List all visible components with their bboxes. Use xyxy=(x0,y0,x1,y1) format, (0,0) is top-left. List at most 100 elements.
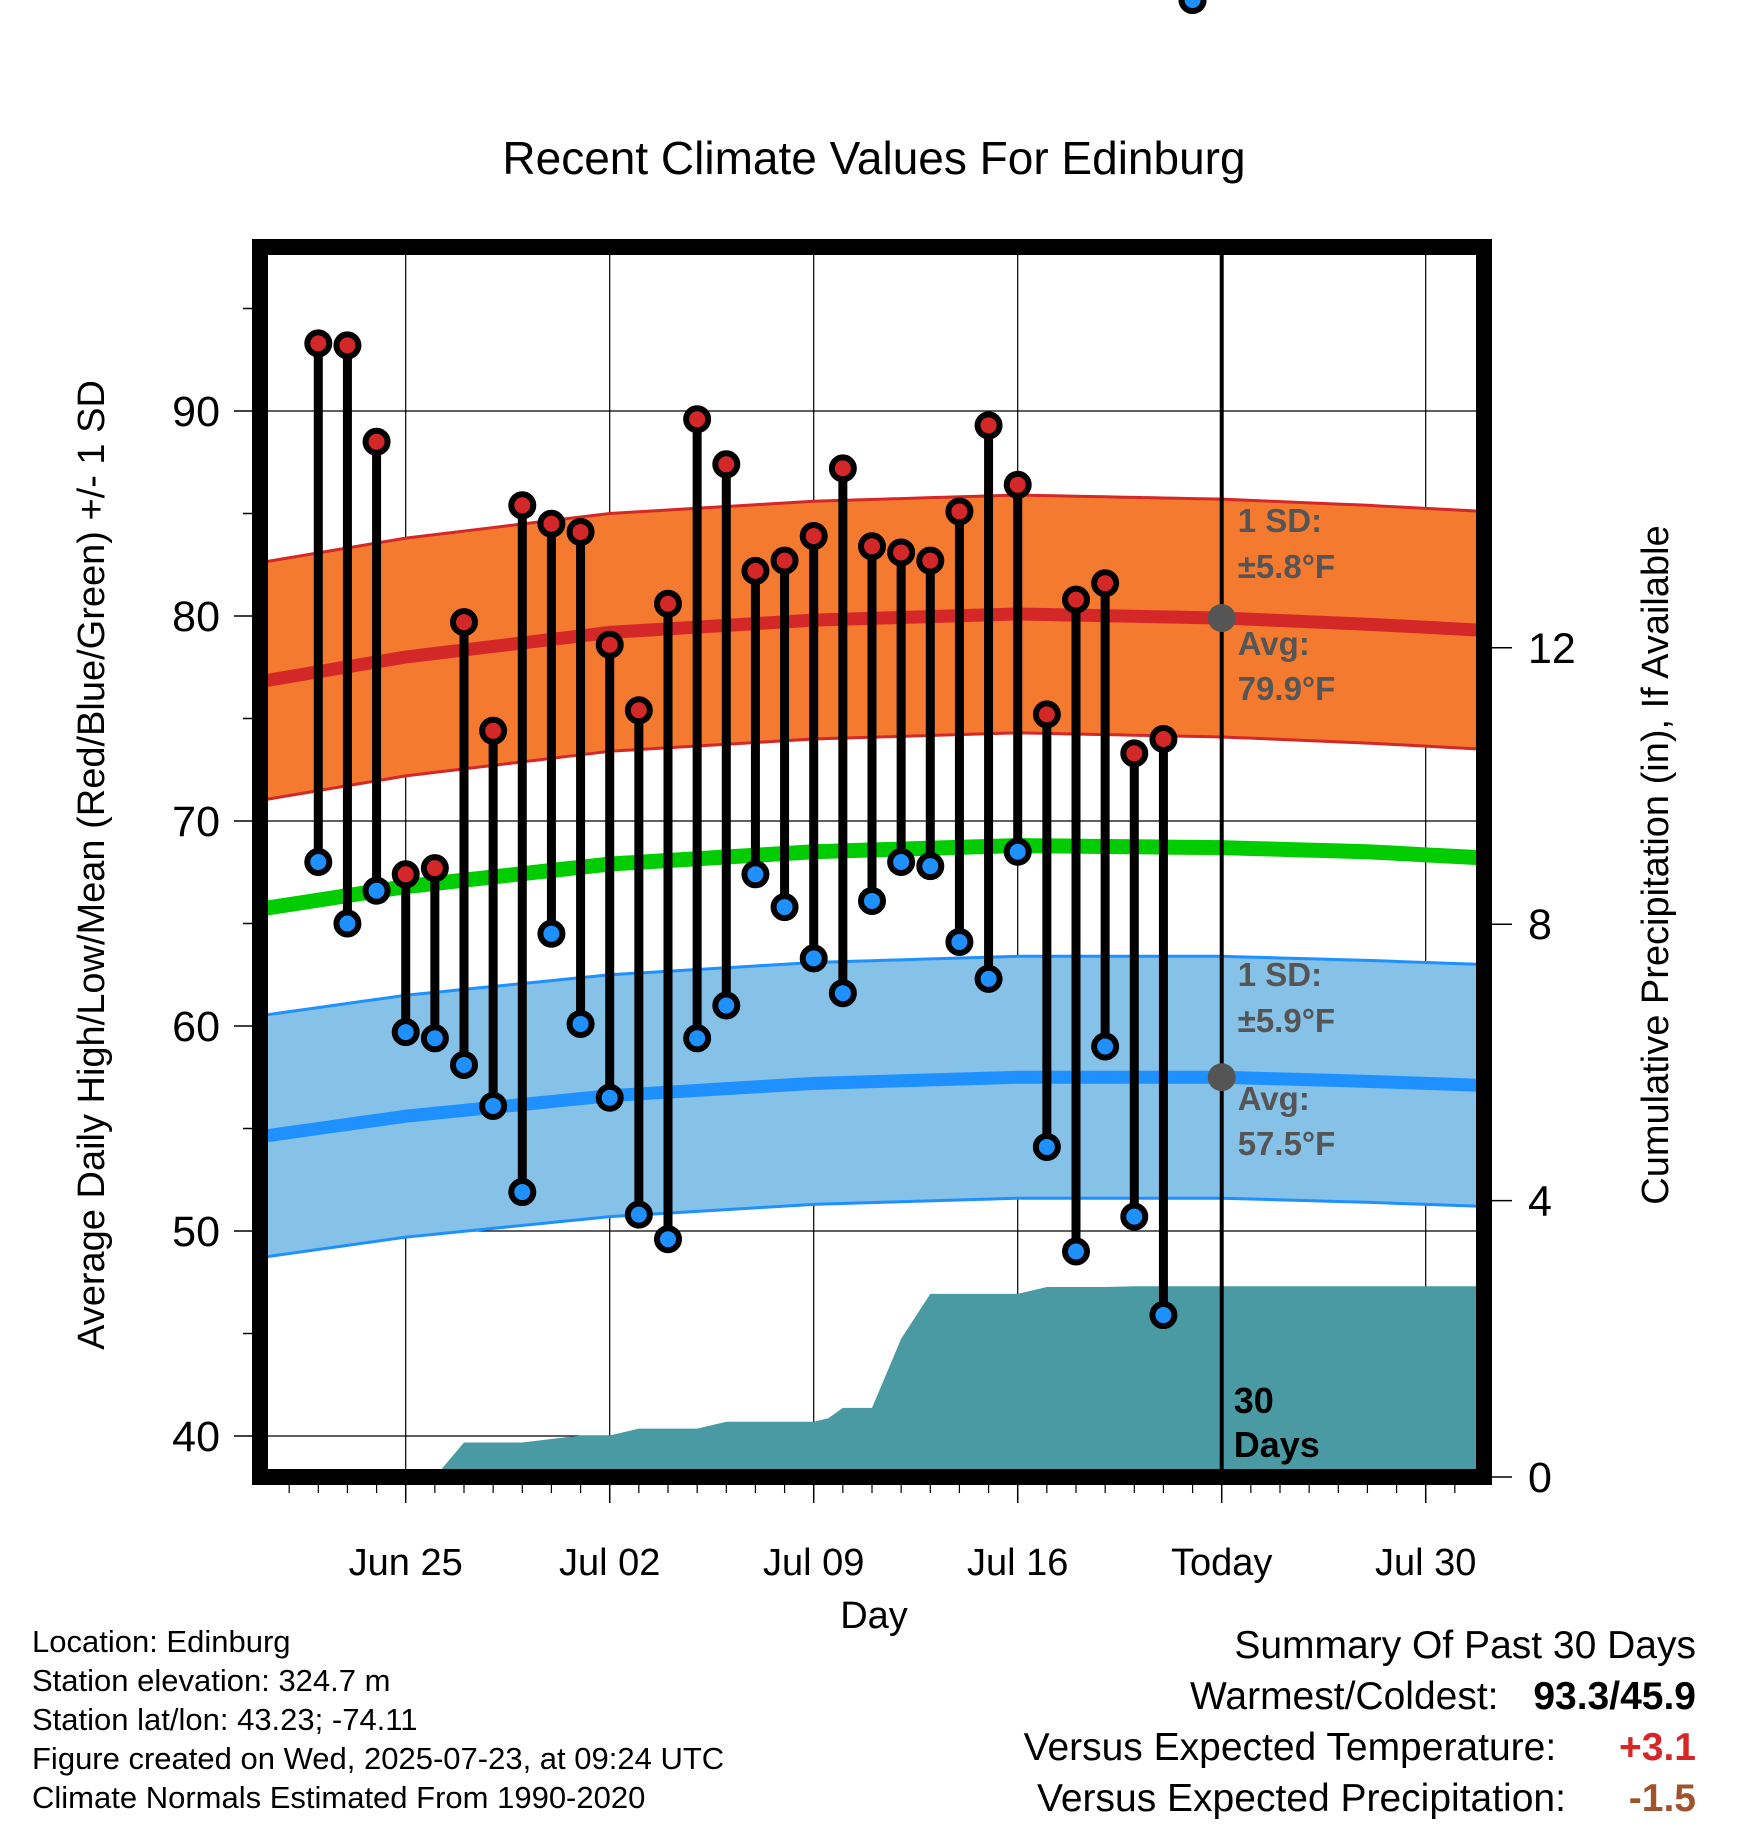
daily-high-point xyxy=(945,497,974,526)
daily-high-point xyxy=(1032,700,1061,729)
today-high-avg-marker xyxy=(1207,604,1236,633)
daily-high-point xyxy=(858,532,886,561)
plot-area: 1 SD: ±5.8°F Avg: 79.9°F 1 SD: ±5.9°F Avg: 57.5… xyxy=(172,0,1576,1584)
high-avg-value: 79.9°F xyxy=(1238,670,1336,707)
daily-high-point xyxy=(362,427,391,456)
daily-low-point xyxy=(916,852,945,881)
low-avg-value: 57.5°F xyxy=(1238,1125,1336,1162)
summary-title: Summary Of Past 30 Days xyxy=(1234,1624,1696,1667)
y-tick-label: 60 xyxy=(172,1003,220,1051)
daily-high-point xyxy=(624,696,653,725)
daily-high-point xyxy=(537,509,566,538)
warm-cold-label: Warmest/Coldest: xyxy=(1190,1675,1499,1718)
daily-low-point xyxy=(508,1178,537,1207)
y-tick-label: 50 xyxy=(172,1208,220,1256)
plot-frame xyxy=(252,239,1492,1485)
daily-high-point xyxy=(1091,569,1120,598)
daily-high-point xyxy=(887,538,916,567)
today-days-label: Days xyxy=(1234,1424,1320,1465)
low-sd-lower-line xyxy=(260,1196,1484,1260)
daily-high-point xyxy=(1120,739,1149,768)
low-sd-band xyxy=(260,956,1484,1258)
warm-cold-row: Warmest/Coldest: 93.3/45.9 xyxy=(1024,1671,1696,1722)
daily-low-point xyxy=(1149,1301,1178,1330)
daily-low-point xyxy=(595,1083,624,1112)
daily-low-point xyxy=(1178,0,1207,14)
y2-tick-label: 4 xyxy=(1528,1178,1552,1226)
y-tick-label: 40 xyxy=(172,1413,220,1461)
daily-high-point xyxy=(712,450,741,479)
y-tick-label: 90 xyxy=(172,388,220,436)
latlon-text: Station lat/lon: 43.23; -74.11 xyxy=(32,1702,418,1737)
high-avg-label: Avg: xyxy=(1238,625,1310,662)
daily-high-point xyxy=(828,454,857,483)
temp-label: Versus Expected Temperature: xyxy=(1023,1726,1557,1769)
high-sd-upper-line xyxy=(260,493,1484,565)
low-sd-label: 1 SD: xyxy=(1238,956,1322,993)
daily-low-point xyxy=(770,893,799,922)
precip-value: -1.5 xyxy=(1628,1777,1696,1820)
daily-high-point xyxy=(1062,585,1090,614)
y-tick-label: 80 xyxy=(172,593,220,641)
daily-low-point xyxy=(333,909,362,938)
coldest-value: 45.9 xyxy=(1620,1675,1696,1718)
daily-low-point xyxy=(858,886,886,915)
daily-high-point xyxy=(304,329,333,358)
daily-high-point xyxy=(391,860,420,889)
daily-low-point xyxy=(1091,1032,1120,1061)
y2-tick-label: 0 xyxy=(1528,1454,1552,1502)
station-info: Location: Edinburg Station elevation: 32… xyxy=(32,1622,724,1817)
daily-high-point xyxy=(770,546,799,575)
daily-high-point xyxy=(916,546,945,575)
daily-high-point xyxy=(654,589,682,618)
warm-cold-value: 93.3/45.9 xyxy=(1533,1675,1696,1718)
summary-panel: Summary Of Past 30 Days Warmest/Coldest:… xyxy=(1024,1620,1696,1824)
daily-high-point xyxy=(799,522,828,551)
y2-tick-label: 8 xyxy=(1528,901,1552,949)
low-sd-value: ±5.9°F xyxy=(1238,1002,1335,1039)
high-sd-value: ±5.8°F xyxy=(1238,548,1335,585)
daily-low-point xyxy=(391,1018,420,1047)
daily-low-point xyxy=(945,927,974,956)
daily-low-point xyxy=(712,991,741,1020)
daily-low-point xyxy=(362,876,391,905)
high-sd-label: 1 SD: xyxy=(1238,502,1322,539)
daily-low-point xyxy=(537,919,566,948)
daily-high-point xyxy=(508,491,537,520)
x-tick-label: Jul 30 xyxy=(1375,1542,1476,1584)
daily-low-point xyxy=(420,1024,449,1053)
normals-text: Climate Normals Estimated From 1990-2020 xyxy=(32,1780,646,1815)
daily-low-point xyxy=(450,1050,478,1079)
today-days-label: 30 xyxy=(1234,1380,1274,1421)
low-avg-line xyxy=(260,1070,1484,1144)
today-low-avg-marker xyxy=(1207,1063,1236,1092)
precip-label: Versus Expected Precipitation: xyxy=(1036,1777,1566,1820)
daily-low-point xyxy=(741,860,770,889)
daily-high-point xyxy=(450,608,478,637)
x-tick-label: Jul 16 xyxy=(967,1542,1068,1584)
x-axis-label: Day xyxy=(840,1595,908,1637)
daily-high-point xyxy=(1003,470,1032,499)
daily-low-point xyxy=(566,1009,595,1038)
daily-low-point xyxy=(1032,1132,1061,1161)
daily-high-point xyxy=(420,854,449,883)
x-tick-label: Jul 09 xyxy=(763,1542,864,1584)
y2-axis-label: Cumulative Precipitation (in), If Availa… xyxy=(1635,525,1677,1204)
daily-high-point xyxy=(974,411,1003,440)
daily-high-point xyxy=(1149,725,1178,753)
elevation-text: Station elevation: 324.7 m xyxy=(32,1663,391,1698)
y-tick-label: 70 xyxy=(172,798,220,846)
daily-low-point xyxy=(799,944,828,973)
temp-value: +3.1 xyxy=(1619,1726,1696,1769)
daily-low-point xyxy=(974,964,1003,993)
daily-high-point xyxy=(566,517,595,546)
x-tick-label: Jul 02 xyxy=(559,1542,660,1584)
daily-low-point xyxy=(1120,1202,1149,1231)
daily-low-point xyxy=(624,1200,653,1229)
created-text: Figure created on Wed, 2025-07-23, at 09… xyxy=(32,1741,725,1776)
daily-high-point xyxy=(683,405,712,434)
daily-high-point xyxy=(333,331,362,360)
low-avg-label: Avg: xyxy=(1238,1080,1310,1117)
warmest-value: 93.3 xyxy=(1533,1675,1610,1718)
